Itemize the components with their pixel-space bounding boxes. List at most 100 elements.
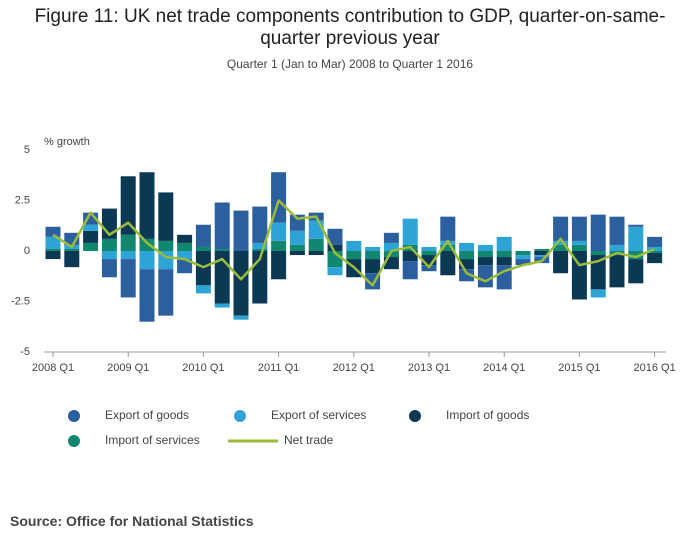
bar-segment xyxy=(365,251,381,260)
legend-label: Export of goods xyxy=(105,408,189,422)
bar-segment xyxy=(252,206,268,243)
bar-segment xyxy=(346,251,362,260)
bar-segment xyxy=(101,238,117,251)
bar-segment xyxy=(120,259,136,298)
bar-segment xyxy=(421,251,437,256)
bar-segment xyxy=(383,242,399,251)
x-tick-label: 2013 Q1 xyxy=(408,362,450,374)
bar-segment xyxy=(139,269,155,322)
bar-segment xyxy=(233,210,249,251)
bar-segment xyxy=(534,255,550,258)
y-tick-label: 2.5 xyxy=(15,194,30,206)
y-axis-label: % growth xyxy=(44,136,90,148)
bar-segment xyxy=(271,222,287,241)
bar-segment xyxy=(534,251,550,256)
y-tick-label: -2.5 xyxy=(11,295,30,307)
x-tick-label: 2016 Q1 xyxy=(633,362,675,374)
source-note: Source: Office for National Statistics xyxy=(10,513,254,529)
legend-marker xyxy=(234,410,246,422)
bar-segment xyxy=(195,224,211,247)
bar-segment xyxy=(214,248,230,251)
bar-segment xyxy=(571,216,587,241)
bar-segment xyxy=(590,289,606,298)
bar-segment xyxy=(271,251,287,280)
bar-segment xyxy=(120,176,136,235)
bar-segment xyxy=(177,242,193,251)
bar-segment xyxy=(308,251,324,256)
bar-segment xyxy=(83,230,99,243)
bar-segment xyxy=(421,246,437,251)
bar-segment xyxy=(553,216,569,241)
bar-segment xyxy=(120,251,136,260)
legend-label: Export of services xyxy=(271,408,366,422)
bar-segment xyxy=(534,248,550,251)
bar-segment xyxy=(628,259,644,284)
bar-segment xyxy=(571,244,587,251)
x-tick-label: 2012 Q1 xyxy=(333,362,375,374)
bar-segment xyxy=(365,259,381,274)
legend-label: Import of goods xyxy=(446,408,529,422)
bar-segment xyxy=(139,251,155,270)
bar-segment xyxy=(383,232,399,243)
chart-title: Figure 11: UK net trade components contr… xyxy=(34,6,666,49)
bar-segment xyxy=(177,234,193,243)
bar-segment xyxy=(402,251,418,262)
bar-segment xyxy=(515,255,531,260)
bar-segment xyxy=(440,244,456,251)
bar-segment xyxy=(459,259,475,270)
bar-segment xyxy=(440,216,456,241)
bar-segment xyxy=(139,172,155,239)
bar-segment xyxy=(647,253,663,264)
bar-segment xyxy=(383,251,399,258)
bar-segment xyxy=(214,202,230,249)
bar-segment xyxy=(496,251,512,258)
bar-segment xyxy=(120,234,136,251)
bar-segment xyxy=(45,236,61,249)
bar-segment xyxy=(571,240,587,245)
bar-segment xyxy=(308,220,324,239)
bar-segment xyxy=(158,192,174,241)
bar-segment xyxy=(553,240,569,245)
bar-segment xyxy=(252,248,268,251)
x-tick-label: 2011 Q1 xyxy=(258,362,299,374)
bar-segment xyxy=(647,236,663,247)
bar-segment xyxy=(327,244,343,251)
legend-marker xyxy=(68,410,80,422)
bar-segment xyxy=(459,251,475,260)
bar-segment xyxy=(101,259,117,278)
x-tick-label: 2008 Q1 xyxy=(32,362,74,374)
bar-segment xyxy=(195,246,211,251)
bar-segment xyxy=(158,240,174,251)
bar-segment xyxy=(609,244,625,251)
bar-segment xyxy=(158,269,174,316)
bar-segment xyxy=(477,244,493,251)
y-tick-label: 0 xyxy=(24,245,30,257)
bar-segment xyxy=(327,228,343,245)
bar-segment xyxy=(365,246,381,251)
legend-label: Net trade xyxy=(284,433,334,447)
bar-segment xyxy=(590,214,606,251)
bar-segment xyxy=(590,255,606,290)
y-tick-label: -5 xyxy=(20,346,30,358)
bar-segment xyxy=(496,236,512,251)
x-tick-label: 2009 Q1 xyxy=(107,362,149,374)
bar-segment xyxy=(628,226,644,251)
legend-marker xyxy=(68,435,80,447)
bar-segment xyxy=(233,315,249,320)
legend-label: Import of services xyxy=(105,433,200,447)
bar-segment xyxy=(83,224,99,231)
bar-segment xyxy=(477,265,493,288)
bar-segment xyxy=(421,255,437,266)
bar-segment xyxy=(515,251,531,256)
bar-segment xyxy=(252,242,268,249)
bar-segment xyxy=(553,251,569,274)
chart-subtitle: Quarter 1 (Jan to Mar) 2008 to Quarter 1… xyxy=(226,57,474,71)
x-tick-label: 2015 Q1 xyxy=(558,362,600,374)
bar-segment xyxy=(477,251,493,258)
bar-segment xyxy=(496,257,512,266)
bar-segment xyxy=(440,251,456,276)
bar-segment xyxy=(647,251,663,254)
bar-segment xyxy=(402,218,418,245)
